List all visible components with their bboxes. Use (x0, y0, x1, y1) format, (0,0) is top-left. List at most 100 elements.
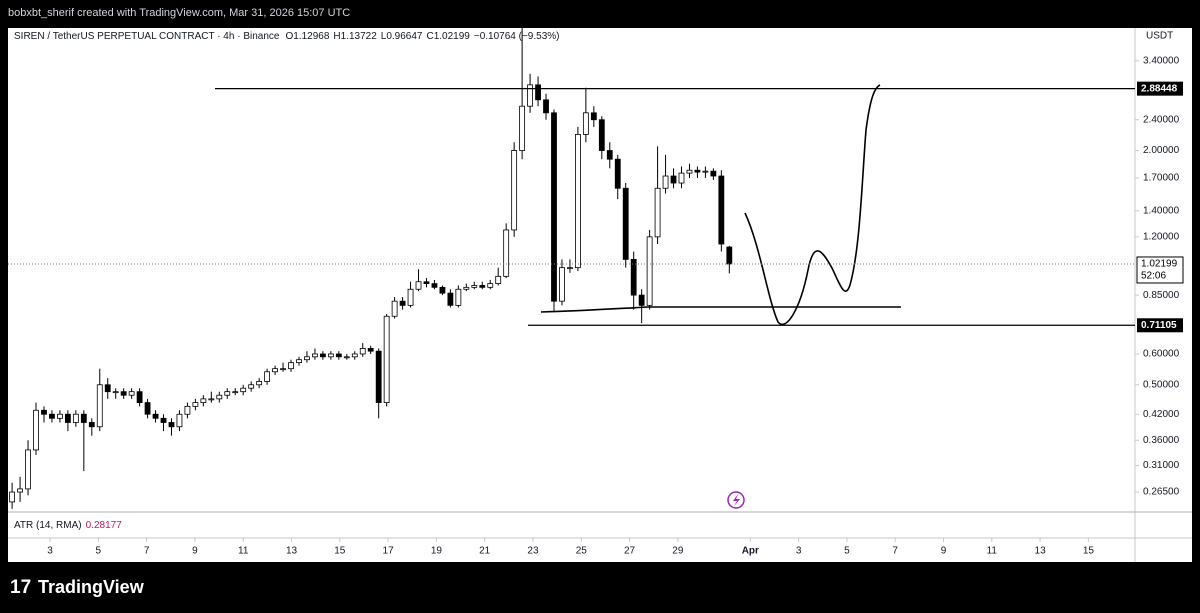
candle-body (64, 413, 71, 423)
candle-body (280, 368, 286, 371)
candle-body (335, 353, 342, 358)
candle-body (312, 353, 318, 358)
y-tick-label: 0.31000 (1143, 460, 1180, 471)
candle-body (662, 175, 669, 189)
candle-body (120, 391, 127, 396)
ohlc-high: H1.13722 (333, 31, 377, 42)
candle-body (511, 150, 518, 231)
candle-body (343, 356, 350, 359)
x-tick-label: 27 (624, 546, 636, 557)
candle-body (694, 169, 701, 173)
candle-body (710, 170, 717, 177)
x-tick-label: 3 (47, 546, 53, 557)
brand: TradingView (38, 577, 145, 597)
brand-logo-mark: 17 (10, 577, 31, 598)
candle-body (654, 187, 661, 238)
candle-body (503, 229, 510, 277)
y-tick-label: 0.26500 (1143, 487, 1180, 498)
candle-body (479, 285, 486, 288)
candle-body (168, 422, 175, 428)
candle-body (614, 158, 621, 189)
candle-body (367, 348, 374, 352)
candle-body (176, 413, 183, 428)
candle-body (17, 488, 23, 493)
candle-body (248, 384, 255, 389)
candle-body (327, 353, 334, 358)
x-tick-label: 15 (1083, 546, 1095, 557)
ohlc-change: −0.10764 (−9.53%) (474, 31, 560, 42)
level-label: 0.71105 (1141, 320, 1177, 331)
candle-body (41, 409, 47, 415)
candle-body (383, 315, 390, 403)
ohlc-open: O1.12968 (285, 31, 329, 42)
candle-body (80, 413, 87, 423)
candle-body (407, 288, 414, 306)
last-price-label: 1.02199 (1141, 259, 1178, 270)
candle-body (128, 391, 135, 396)
currency: USDT (1146, 31, 1173, 42)
candle-body (9, 491, 16, 503)
candle-body (455, 288, 462, 306)
candle-body (240, 387, 247, 393)
drawn-support-line (540, 306, 901, 313)
candle-body (33, 409, 39, 451)
candle-body (152, 413, 159, 419)
candle-body (359, 348, 366, 355)
candle-body (88, 422, 95, 428)
candle-body (630, 259, 637, 296)
y-tick-label: 0.42000 (1143, 409, 1180, 420)
y-tick-label: 0.36000 (1143, 435, 1180, 446)
x-tick-label: 19 (431, 546, 443, 557)
candle-body (582, 112, 589, 135)
y-tick-label: 1.70000 (1143, 173, 1180, 184)
candle-body (574, 134, 581, 269)
y-tick-label: 1.40000 (1143, 205, 1180, 216)
candle-body (192, 402, 199, 407)
candle-body (535, 84, 541, 101)
watermark: bobxbt_sherif created with TradingView.c… (8, 7, 350, 19)
symbol-legend: SIREN / TetherUS PERPETUAL CONTRACT · 4h… (14, 31, 560, 42)
x-tick-label: 11 (987, 546, 998, 557)
x-tick-label: 5 (844, 546, 850, 557)
x-tick-label: 23 (527, 546, 539, 557)
candle-body (224, 391, 231, 396)
candle-body (184, 405, 191, 415)
candle-body (112, 391, 119, 394)
level-label-box (1137, 81, 1183, 96)
candle-body (471, 285, 478, 288)
y-tick-label: 2.00000 (1143, 145, 1180, 156)
candle-body (463, 286, 470, 290)
drawn-projection (744, 84, 881, 325)
last-price-box (1136, 256, 1184, 284)
candle-body (304, 356, 310, 361)
candle-body (104, 384, 111, 393)
candle-body (702, 170, 709, 173)
candle-body (598, 119, 605, 151)
indicator-value: 0.28177 (86, 520, 123, 531)
candle-body (670, 175, 677, 184)
x-tick-label: 3 (796, 546, 802, 557)
x-tick-label: 5 (96, 546, 102, 557)
candle-body (391, 300, 398, 317)
candle-body (606, 150, 613, 160)
candle-body (399, 300, 406, 306)
candle-body (726, 246, 733, 265)
ohlc-low: L0.96647 (381, 31, 423, 42)
candle-body (160, 417, 167, 423)
plot (9, 28, 733, 509)
candle-body (200, 398, 207, 403)
x-tick-label: 13 (1035, 546, 1047, 557)
x-tick-label: Apr (742, 546, 759, 557)
level-label: 2.88448 (1141, 83, 1178, 94)
candle-body (543, 99, 549, 114)
candle-body (136, 391, 143, 403)
candle-body (423, 281, 430, 284)
candle-body (415, 281, 422, 290)
x-tick-label: 15 (334, 546, 346, 557)
lightning-icon[interactable] (727, 491, 745, 509)
x-tick-label: 7 (892, 546, 898, 557)
chart-area (8, 28, 1192, 562)
x-tick-label: 25 (576, 546, 588, 557)
indicator-legend: ATR (14, RMA) 0.28177 (14, 520, 122, 531)
